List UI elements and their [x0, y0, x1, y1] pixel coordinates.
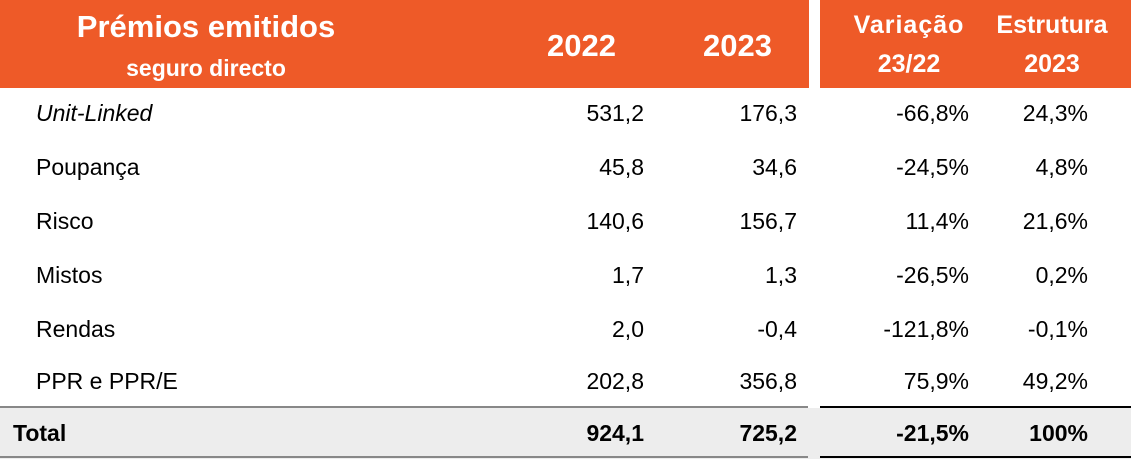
cell-variacao: -66,8% — [896, 100, 969, 126]
cell-estrutura: 21,6% — [1022, 208, 1088, 234]
total-top-divider-right — [820, 406, 1131, 408]
column-header-2022: 2022 — [547, 28, 616, 63]
row-label: Rendas — [36, 316, 116, 342]
cell-2022: 1,7 — [612, 262, 644, 288]
cell-2022: 202,8 — [586, 368, 644, 394]
column-header-estrutura: Estrutura — [996, 11, 1108, 39]
row-label: Mistos — [36, 262, 103, 288]
total-bottom-divider — [0, 456, 808, 458]
column-header-variacao: Variação — [853, 11, 965, 39]
cell-2022: 45,8 — [599, 154, 644, 180]
table-header-left: Prémios emitidos seguro directo 2022 202… — [0, 0, 809, 88]
cell-estrutura: 24,3% — [1022, 100, 1088, 126]
cell-2023: 34,6 — [752, 154, 797, 180]
column-header-2023: 2023 — [703, 28, 772, 63]
cell-2022: 140,6 — [586, 208, 644, 234]
cell-2023: 176,3 — [739, 100, 797, 126]
cell-2023: 1,3 — [765, 262, 797, 288]
row-label: Unit-Linked — [36, 100, 153, 126]
row-label: Poupança — [36, 154, 140, 180]
cell-variacao: 11,4% — [905, 208, 969, 234]
table-subtitle: seguro directo — [126, 55, 286, 81]
total-top-divider — [0, 406, 808, 408]
cell-variacao: 75,9% — [903, 368, 969, 394]
table-header-right: Variação 23/22 Estrutura 2023 — [820, 0, 1131, 88]
cell-variacao: -121,8% — [883, 316, 969, 342]
cell-2023: 156,7 — [739, 208, 797, 234]
cell-2022: 531,2 — [586, 100, 644, 126]
total-2023: 725,2 — [739, 420, 797, 446]
total-row: Total 924,1 725,2 -21,5% 100% — [0, 408, 1131, 459]
table-row: Unit-Linked 531,2 176,3 -66,8% 24,3% — [0, 88, 1131, 142]
total-label: Total — [13, 420, 67, 446]
table-title: Prémios emitidos — [76, 9, 336, 44]
cell-2022: 2,0 — [612, 316, 644, 342]
cell-2023: -0,4 — [757, 316, 797, 342]
table-row: Risco 140,6 156,7 11,4% 21,6% — [0, 196, 1131, 250]
column-header-variacao-period: 23/22 — [877, 50, 941, 78]
table-row: Rendas 2,0 -0,4 -121,8% -0,1% — [0, 304, 1131, 358]
column-header-estrutura-year: 2023 — [1024, 50, 1080, 78]
row-label: Risco — [36, 208, 94, 234]
total-bottom-divider-right — [820, 456, 1131, 458]
total-estrutura: 100% — [1029, 420, 1088, 446]
total-variacao: -21,5% — [896, 420, 969, 446]
cell-estrutura: 49,2% — [1022, 368, 1088, 394]
row-label: PPR e PPR/E — [36, 368, 178, 394]
total-2022: 924,1 — [586, 420, 644, 446]
cell-estrutura: -0,1% — [1027, 316, 1088, 342]
cell-variacao: -24,5% — [896, 154, 969, 180]
cell-estrutura: 4,8% — [1035, 154, 1088, 180]
cell-variacao: -26,5% — [896, 262, 969, 288]
cell-estrutura: 0,2% — [1035, 262, 1088, 288]
table-row: Mistos 1,7 1,3 -26,5% 0,2% — [0, 250, 1131, 304]
table-row: PPR e PPR/E 202,8 356,8 75,9% 49,2% — [0, 356, 1131, 410]
table-row: Poupança 45,8 34,6 -24,5% 4,8% — [0, 142, 1131, 196]
cell-2023: 356,8 — [739, 368, 797, 394]
